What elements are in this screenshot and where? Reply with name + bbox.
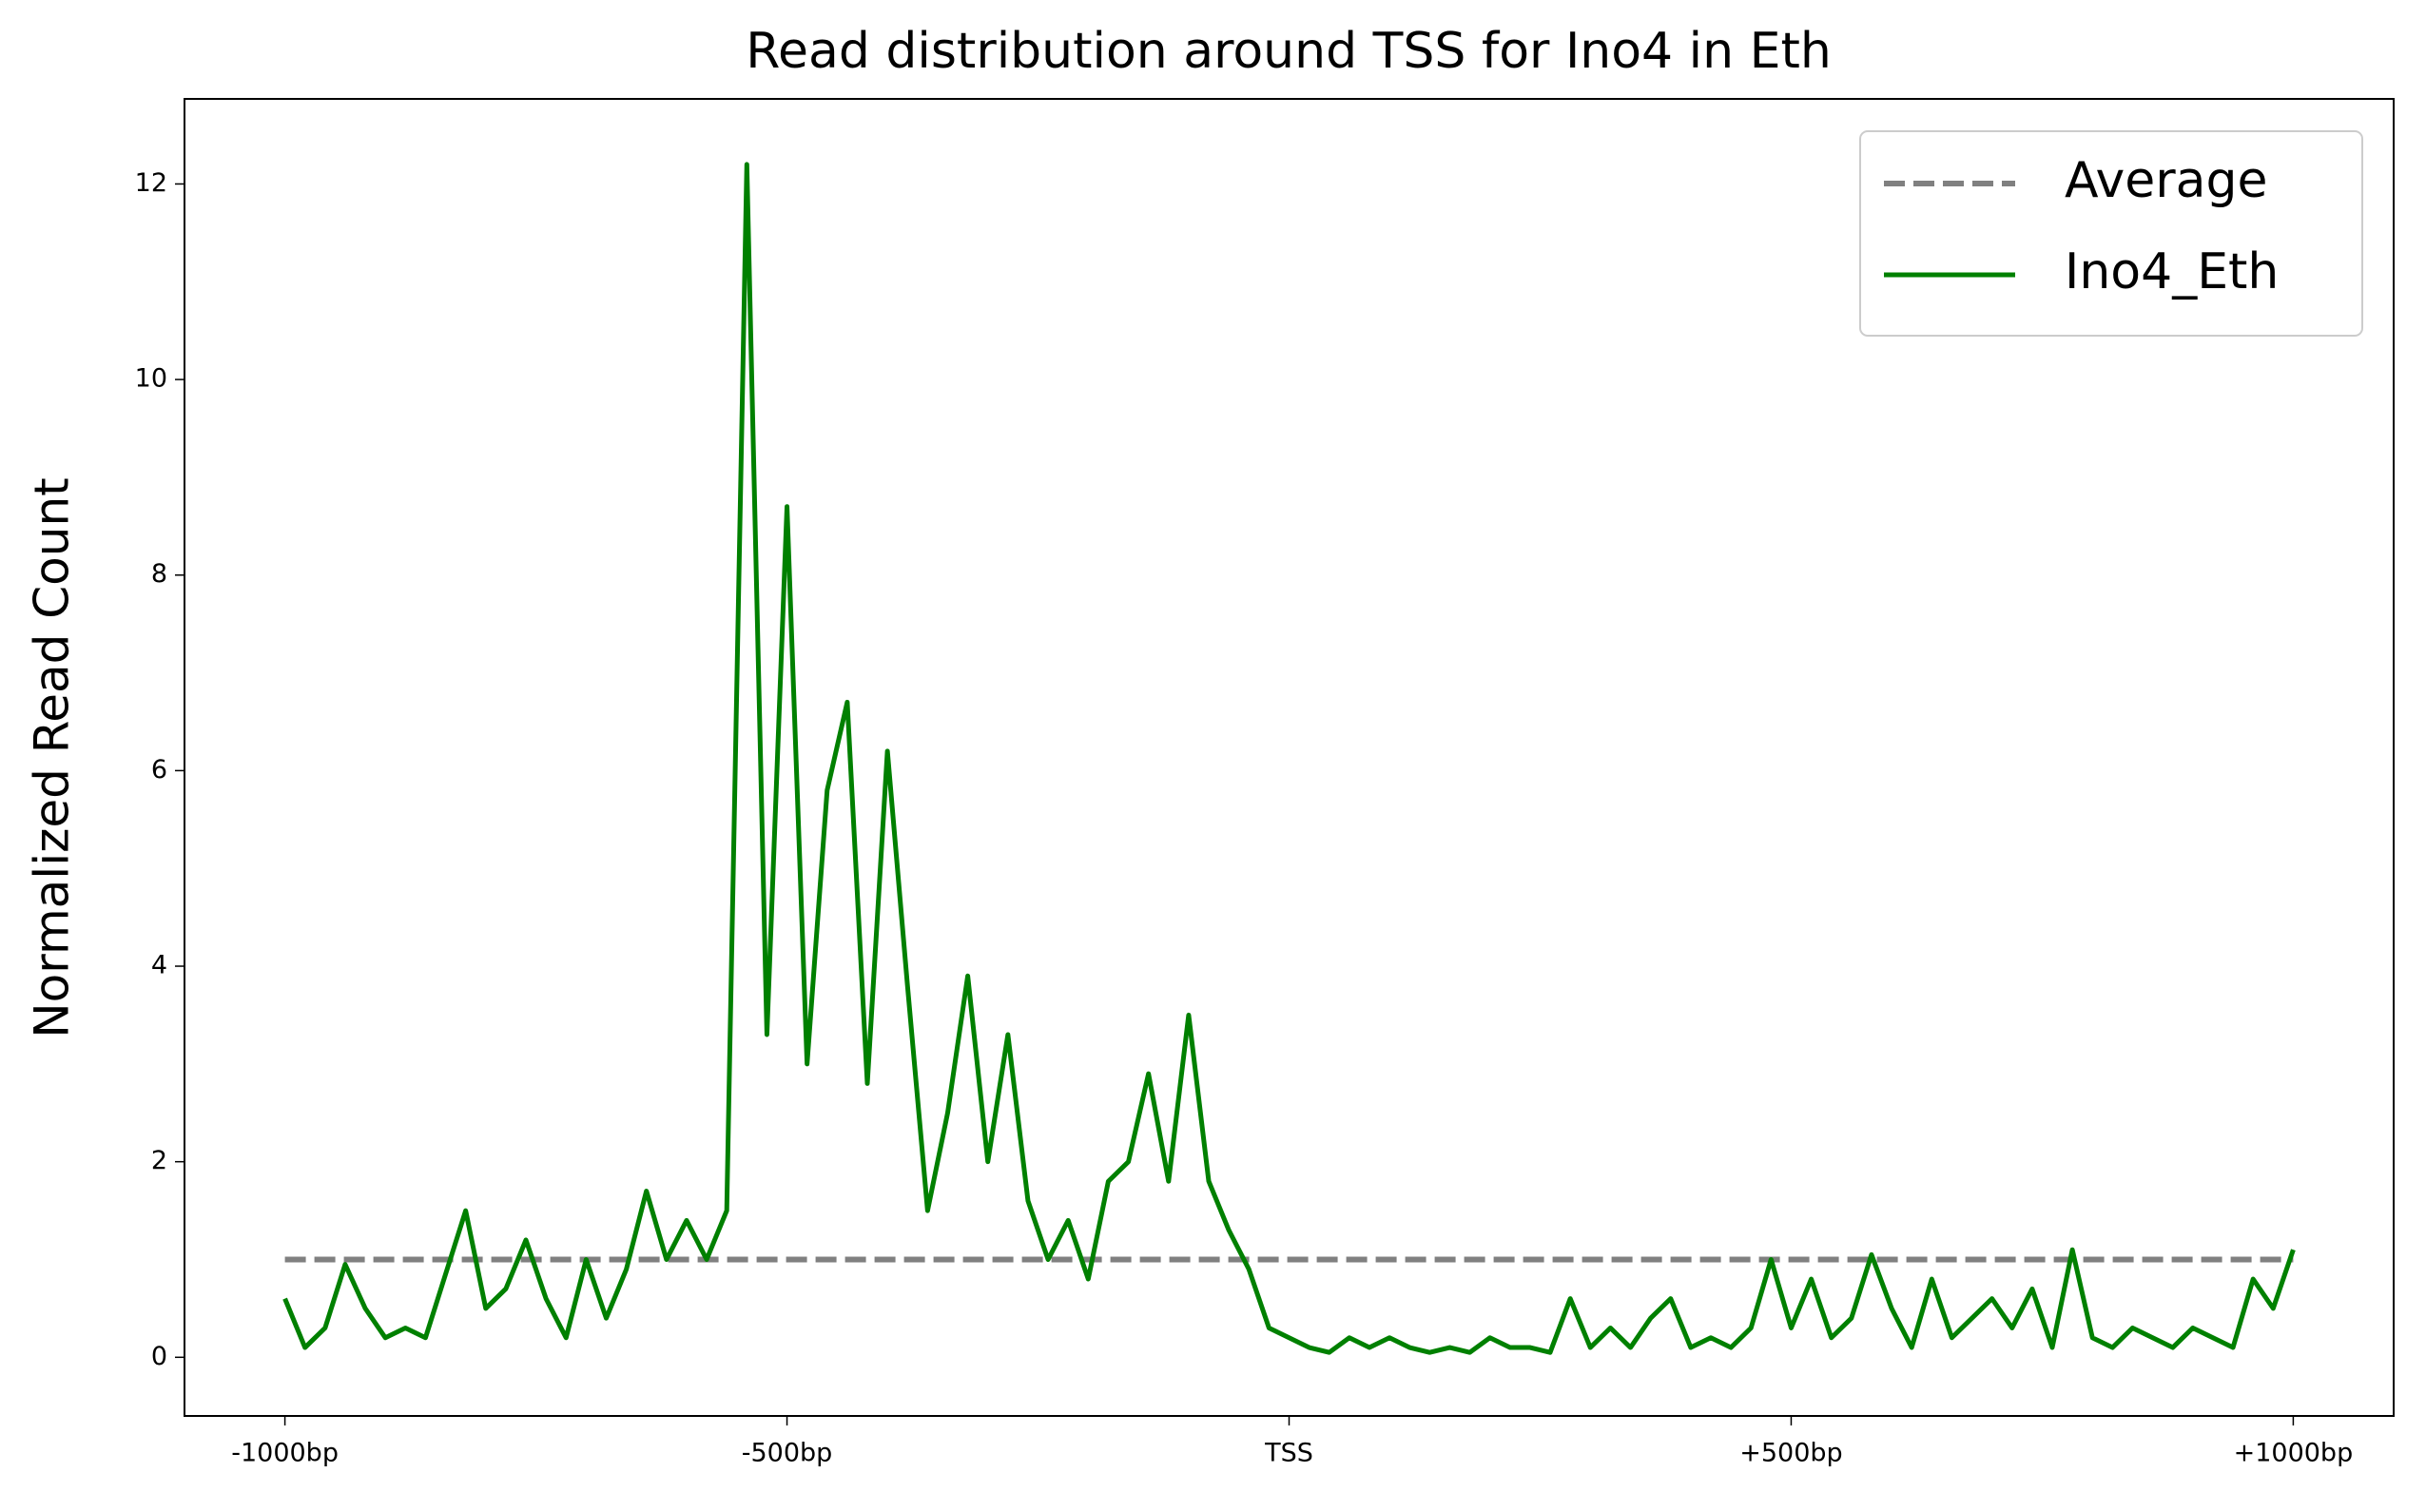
- x-tick-label: -1000bp: [231, 1439, 339, 1468]
- line-series: [282, 162, 2296, 1355]
- y-tick-label: 4: [151, 951, 167, 980]
- plot-frame: [184, 98, 2395, 1417]
- legend-label: Average: [2065, 152, 2268, 209]
- y-tick-label: 8: [151, 559, 167, 589]
- x-tick-label: +500bp: [1739, 1439, 1842, 1468]
- y-tick-label: 10: [135, 364, 167, 394]
- x-tick-label: +1000bp: [2234, 1439, 2354, 1468]
- x-tick-label: TSS: [1264, 1439, 1313, 1468]
- y-tick-label: 2: [151, 1146, 167, 1175]
- y-axis-label: Normalized Read Count: [25, 477, 80, 1037]
- x-tick-label: -500bp: [742, 1439, 833, 1468]
- legend-label: Ino4_Eth: [2065, 243, 2279, 300]
- y-tick-label: 6: [151, 755, 167, 785]
- y-tick-label: 12: [135, 168, 167, 198]
- y-tick-label: 0: [151, 1342, 167, 1371]
- chart-title: Read distribution around TSS for Ino4 in…: [746, 23, 1832, 80]
